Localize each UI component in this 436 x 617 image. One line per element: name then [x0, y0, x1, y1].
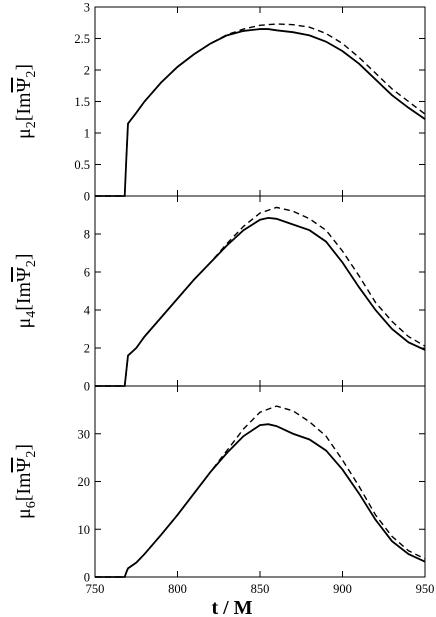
x-tick-label: 800: [168, 582, 187, 596]
y-tick-label-top: 2: [84, 64, 90, 78]
y-tick-label-middle: 6: [84, 266, 90, 280]
y-tick-label-top: 3: [84, 1, 90, 15]
panel-frame-middle: [94, 195, 426, 387]
panel-bottom: 0 10 20 30 750 800 850 900 950 μ6[ImΨ2]: [13, 385, 435, 596]
y-tick-label-bottom: 0: [84, 571, 90, 585]
y-tick-label-bottom: 30: [78, 427, 91, 441]
y-tick-label-top: 0: [84, 190, 90, 204]
panels: 0 0.5 1 1.5 2 2.5 3 μ2[ImΨ2] 0 2 4 6 8 μ4[ImΨ2] 0 10 20 3…: [13, 1, 434, 597]
y-tick-label-top: 2.5: [74, 32, 90, 46]
x-tick-label: 950: [416, 582, 435, 596]
panel-frame-bottom: [94, 385, 426, 578]
y-tick-label-bottom: 10: [78, 523, 91, 537]
series-line-solid-bottom: [95, 423, 426, 578]
y-tick-label-middle: 2: [84, 342, 90, 356]
series-line-dashed-bottom: [95, 405, 426, 578]
panel-middle: 0 2 4 6 8 μ4[ImΨ2]: [13, 195, 426, 394]
x-tick-label: 750: [86, 582, 105, 596]
y-tick-label-top: 1: [84, 127, 90, 141]
x-tick-label: 850: [251, 582, 270, 596]
y-axis-label-top: μ2[ImΨ2]: [13, 64, 39, 139]
y-tick-label-middle: 0: [84, 380, 90, 394]
x-axis-label: t / M: [211, 597, 252, 617]
x-tick-label: 900: [333, 582, 352, 596]
y-tick-label-top: 0.5: [74, 158, 90, 172]
panel-top: 0 0.5 1 1.5 2 2.5 3 μ2[ImΨ2]: [13, 1, 426, 204]
series-line-dashed-middle: [95, 206, 426, 387]
y-axis-label-middle: μ4[ImΨ2]: [13, 253, 39, 328]
y-tick-label-bottom: 20: [78, 475, 91, 489]
y-tick-label-middle: 8: [84, 228, 90, 242]
series-line-solid-top: [95, 28, 426, 197]
y-axis-label-bottom: μ6[ImΨ2]: [13, 444, 39, 519]
y-tick-label-top: 1.5: [74, 95, 90, 109]
series-line-solid-middle: [95, 216, 426, 387]
y-tick-label-middle: 4: [84, 304, 91, 318]
series-line-dashed-top: [95, 23, 426, 197]
